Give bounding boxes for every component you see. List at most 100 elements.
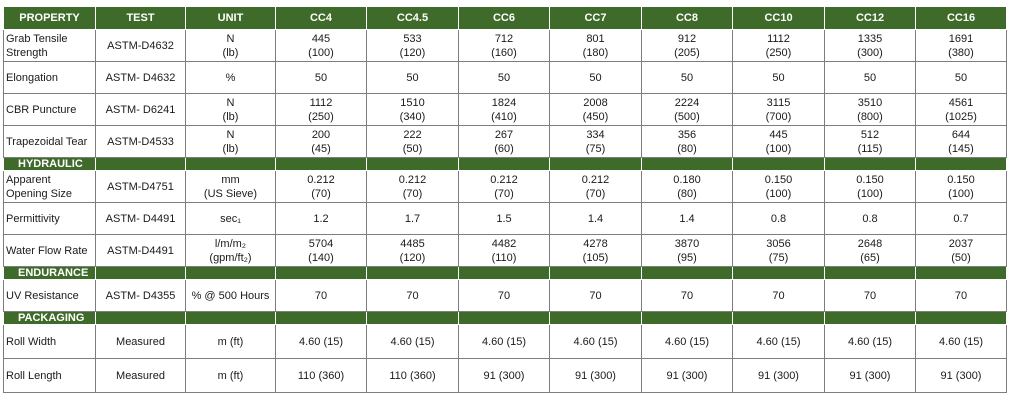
header-cell: CC8 — [641, 6, 733, 30]
value-cell: 4.60 (15) — [366, 324, 459, 359]
header-cell: CC4 — [275, 6, 367, 30]
value-line: 3115 — [766, 96, 791, 109]
section-fill-cell — [641, 157, 733, 171]
value-cell: 1112 (250) — [275, 93, 367, 126]
value-line: 445 — [311, 32, 331, 45]
value-line: 70 — [497, 289, 511, 302]
value-line: 70 — [954, 289, 968, 302]
value-line: (75) — [768, 251, 789, 264]
value-line: 50 — [406, 71, 419, 84]
section-title: PACKAGING — [3, 311, 96, 325]
value-line: 0.7 — [953, 212, 969, 225]
value-line: (110) — [491, 251, 517, 264]
section-fill-cell — [641, 266, 733, 280]
value-cell: 91 (300) — [732, 358, 825, 393]
value-cell: 91 (300) — [824, 358, 916, 393]
value-cell: 3115 (700) — [732, 93, 825, 126]
value-cell: 0.150 (100) — [824, 170, 916, 203]
value-cell: 91 (300) — [458, 358, 550, 393]
value-line: 2008 — [583, 96, 608, 109]
value-cell: 4.60 (15) — [824, 324, 916, 359]
value-cell: 0.150 (100) — [915, 170, 1007, 203]
value-line: (100) — [308, 46, 334, 59]
unit-line: (lb) — [222, 142, 239, 155]
value-line: 1.5 — [496, 212, 512, 225]
value-line: (95) — [677, 251, 697, 264]
value-line: 1.4 — [679, 212, 695, 225]
value-line: (80) — [677, 187, 697, 200]
value-line: 70 — [680, 289, 694, 302]
value-line: 1824 — [491, 96, 517, 109]
header-cell: CC6 — [458, 6, 550, 30]
value-line: (180) — [582, 46, 609, 59]
value-line: (450) — [582, 110, 609, 123]
value-line: 0.212 — [398, 173, 427, 186]
value-cell: 1112 (250) — [732, 29, 825, 62]
value-line: 4.60 (15) — [481, 335, 527, 348]
value-cell: 0.180 (80) — [641, 170, 733, 203]
value-cell: 4482 (110) — [458, 234, 550, 267]
value-cell: 644 (145) — [915, 125, 1007, 158]
value-line: 801 — [586, 32, 605, 45]
section-fill-cell — [185, 311, 276, 325]
value-cell: 110 (360) — [366, 358, 459, 393]
value-line: 3510 — [857, 96, 883, 109]
value-line: 50 — [497, 71, 511, 84]
table-row: Permittivity ASTM- D4491 sec₁ 1.2 1.7 1.5 1.4 1… — [3, 202, 1007, 235]
value-line: 3870 — [674, 237, 700, 250]
header-cell: CC7 — [549, 6, 642, 30]
table-row: Trapezoidal Tear ASTM-D4533 N (lb) 200 (45) 22… — [3, 125, 1007, 158]
value-line: 1112 — [767, 32, 790, 45]
value-line: 200 — [311, 128, 331, 141]
value-line: 0.150 — [764, 173, 793, 186]
value-cell: 2037 (50) — [915, 234, 1007, 267]
value-cell: 1335 (300) — [824, 29, 916, 62]
test-cell: Measured — [95, 358, 186, 393]
value-line: 4.60 (15) — [938, 335, 984, 348]
value-line: 4.60 (15) — [573, 335, 618, 348]
unit-cell: l/m/m₂ (gpm/ft₂) — [185, 234, 276, 267]
table-row: CBR Puncture ASTM- D6241 N (lb) 1112 (250) 151… — [3, 93, 1007, 126]
unit-line: % — [225, 71, 236, 84]
value-line: 91 (300) — [849, 369, 891, 382]
unit-line: N — [226, 128, 235, 141]
test-cell: ASTM- D4355 — [95, 279, 186, 312]
value-cell: 0.212 (70) — [275, 170, 367, 203]
value-line: 0.212 — [581, 173, 610, 186]
header-cell: UNIT — [185, 6, 276, 30]
unit-line: l/m/m₂ — [214, 237, 247, 250]
value-cell: 334 (75) — [549, 125, 642, 158]
value-line: 70 — [772, 289, 785, 302]
value-cell: 4.60 (15) — [915, 324, 1007, 359]
value-line: 0.150 — [856, 173, 884, 186]
spec-table-body: Grab Tensile Strength ASTM-D4632 N (lb) 445(… — [3, 29, 1007, 393]
value-line: (250) — [765, 46, 792, 59]
section-fill-cell — [641, 311, 733, 325]
value-line: 70 — [406, 289, 419, 302]
unit-cell: N (lb) — [185, 29, 276, 62]
section-header-row: HYDRAULIC — [3, 157, 1007, 171]
value-cell: 1691 (380) — [915, 29, 1007, 62]
unit-cell: m (ft) — [185, 324, 276, 359]
table-row: Elongation ASTM- D4632% 50 50 50 50 50 50 50 50 — [3, 61, 1007, 94]
value-line: 445 — [769, 128, 788, 141]
value-line: 4482 — [491, 237, 517, 250]
value-cell: 267 (60) — [458, 125, 550, 158]
value-cell: 0.150 (100) — [732, 170, 825, 203]
value-line: (300) — [857, 46, 883, 59]
unit-line: (lb) — [222, 110, 239, 123]
value-cell: 50 — [824, 61, 916, 94]
section-fill-cell — [458, 157, 550, 171]
value-cell: 50 — [275, 61, 367, 94]
value-line: 356 — [677, 128, 697, 141]
section-header-row: ENDURANCE — [3, 266, 1007, 280]
value-line: (65) — [860, 251, 880, 264]
value-line: 1510 — [400, 96, 425, 109]
unit-cell: mm (US Sieve) — [185, 170, 276, 203]
value-cell: 1824 (410) — [458, 93, 550, 126]
value-cell: 70 — [824, 279, 916, 312]
value-line: 50 — [589, 71, 602, 84]
section-fill-cell — [824, 157, 916, 171]
section-fill-cell — [458, 311, 550, 325]
value-line: 50 — [680, 71, 694, 84]
